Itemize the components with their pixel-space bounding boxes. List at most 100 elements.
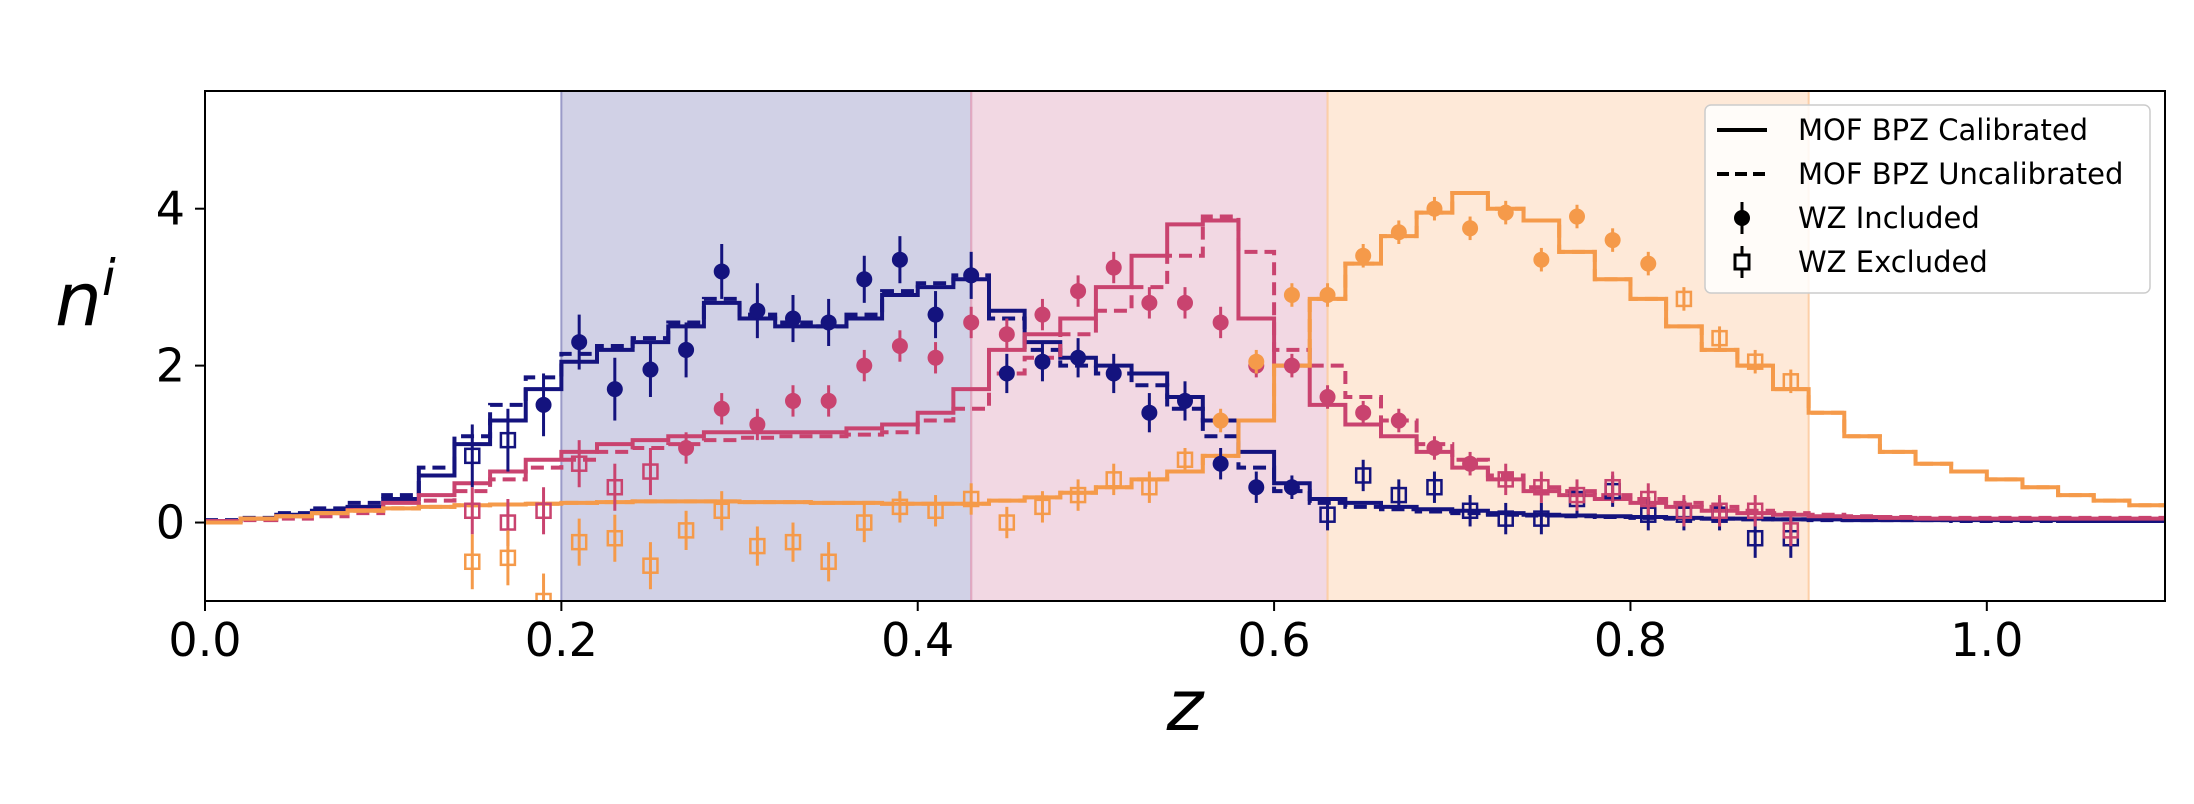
- wz-included-point: [1462, 216, 1479, 241]
- wz-excluded-point: [1675, 287, 1693, 311]
- wz-excluded-point: [1568, 479, 1586, 511]
- open-square-marker: [1711, 329, 1728, 347]
- filled-circle-marker: [1141, 294, 1158, 311]
- open-square-marker: [642, 557, 659, 574]
- y-tick-label: 2: [156, 339, 185, 393]
- wz-excluded-point: [499, 408, 517, 472]
- x-tick-label: 0.0: [168, 613, 241, 667]
- open-square-marker: [464, 502, 481, 520]
- open-square-marker: [606, 478, 624, 496]
- wz-included-point: [1355, 400, 1372, 425]
- filled-circle-marker: [749, 302, 766, 319]
- filled-circle-marker: [963, 314, 980, 331]
- open-square-marker: [1782, 522, 1800, 539]
- wz-excluded-point: [856, 502, 873, 543]
- plot-frame: [204, 90, 2166, 602]
- wz-excluded-point: [1497, 463, 1514, 496]
- wz-excluded-point: [1319, 499, 1336, 531]
- wz-included-point: [749, 408, 766, 441]
- wz-included-point: [785, 385, 801, 417]
- legend-entry-wz-excluded: WZ Excluded: [1733, 245, 1988, 279]
- wz-excluded-point: [784, 522, 802, 562]
- wz-excluded-point: [962, 483, 980, 515]
- y-axis-label-base: n: [55, 257, 102, 343]
- wz-included-point: [1212, 448, 1229, 480]
- filled-circle-marker: [1462, 220, 1479, 237]
- filled-circle-marker: [749, 416, 766, 433]
- filled-circle-marker: [1177, 294, 1193, 311]
- open-square-marker: [891, 498, 909, 516]
- legend-filled-circle-icon: [1734, 210, 1750, 226]
- wz-included-point: [1604, 228, 1621, 252]
- wz-included-point: [535, 373, 552, 437]
- wz-excluded-point: [1176, 448, 1194, 472]
- open-square-marker: [1390, 486, 1408, 504]
- wz-excluded-point: [1675, 495, 1693, 527]
- y-tick-label: 4: [156, 182, 185, 236]
- wz-excluded-point: [570, 518, 588, 566]
- wz-included-point: [963, 251, 980, 299]
- wz-included-point: [1497, 200, 1514, 225]
- wz-excluded-point: [891, 491, 909, 523]
- wz-excluded-point: [1461, 495, 1479, 527]
- wz-included-point: [1462, 451, 1479, 476]
- legend-entry-calibrated: MOF BPZ Calibrated: [1717, 113, 2088, 147]
- filled-circle-marker: [1105, 259, 1122, 276]
- wz-included-point: [571, 314, 588, 370]
- legend-label-uncalibrated: MOF BPZ Uncalibrated: [1798, 157, 2123, 191]
- wz-excluded-point: [1604, 471, 1621, 503]
- wz-included-point: [1426, 436, 1443, 460]
- wz-included-point: [1640, 251, 1657, 276]
- wz-included-point: [963, 306, 980, 339]
- filled-circle-marker: [1070, 283, 1087, 300]
- wz-excluded-point: [1640, 483, 1657, 515]
- filled-circle-marker: [1212, 412, 1229, 429]
- filled-circle-marker: [1462, 455, 1479, 472]
- wz-excluded-point: [713, 491, 730, 531]
- wz-included-point: [1034, 342, 1051, 382]
- filled-circle-marker: [1319, 389, 1336, 405]
- filled-circle-marker: [1497, 204, 1514, 221]
- wz-excluded-point: [1533, 471, 1550, 503]
- open-square-marker: [1069, 486, 1087, 504]
- wz-included-point: [1319, 283, 1336, 307]
- filled-circle-marker: [678, 440, 695, 456]
- filled-circle-marker: [891, 251, 908, 268]
- open-square-marker: [998, 514, 1016, 531]
- open-square-marker: [784, 533, 802, 551]
- open-square-marker: [1533, 478, 1550, 496]
- filled-circle-marker: [1533, 251, 1550, 268]
- legend: MOF BPZ Calibrated MOF BPZ Uncalibrated …: [1704, 104, 2151, 294]
- wz-excluded-point: [464, 487, 481, 535]
- legend-label-wz-included: WZ Included: [1798, 201, 1980, 235]
- x-tick-label: 0.6: [1238, 613, 1311, 667]
- legend-box: [1704, 104, 2151, 294]
- wz-excluded-point: [820, 542, 837, 582]
- wz-included-point: [1319, 385, 1336, 409]
- open-square-marker: [499, 514, 517, 531]
- filled-circle-marker: [1034, 306, 1051, 323]
- open-square-marker: [1497, 471, 1514, 488]
- filled-circle-marker: [1604, 232, 1621, 249]
- wz-included-point: [856, 349, 873, 382]
- wz-excluded-point: [1354, 459, 1372, 492]
- wz-included-point: [1390, 220, 1407, 244]
- wz-excluded-point: [499, 530, 517, 586]
- filled-circle-marker: [1283, 357, 1300, 374]
- open-square-marker: [856, 514, 873, 531]
- wz-excluded-point: [1141, 471, 1158, 503]
- filled-circle-marker: [1141, 404, 1158, 421]
- filled-circle-marker: [642, 361, 659, 378]
- filled-circle-marker: [856, 357, 873, 374]
- wz-excluded-point: [1533, 502, 1550, 535]
- wz-excluded-point: [998, 506, 1016, 539]
- wz-included-point: [1248, 471, 1265, 503]
- wz-included-point: [1355, 244, 1372, 268]
- wz-included-point: [1105, 353, 1122, 394]
- wz-included-point: [1212, 306, 1229, 339]
- wz-included-point: [1070, 338, 1087, 378]
- filled-circle-marker: [785, 310, 801, 327]
- filled-circle-marker: [785, 392, 801, 409]
- filled-circle-marker: [1390, 412, 1407, 429]
